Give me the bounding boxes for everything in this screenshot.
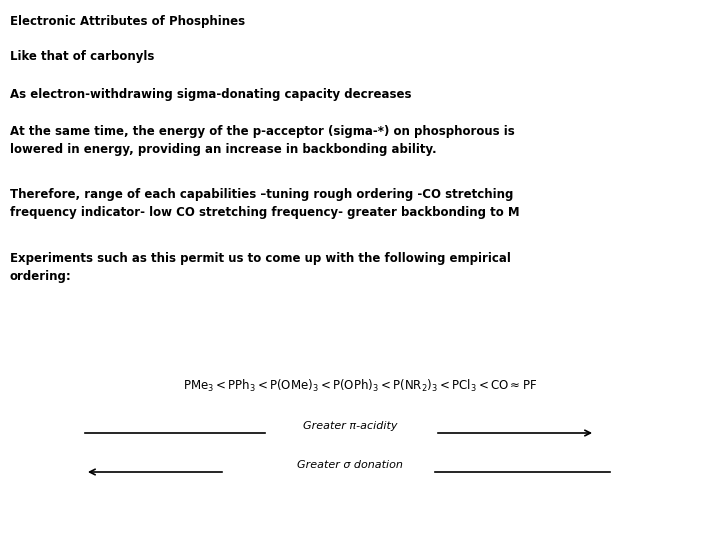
Text: Greater π-acidity: Greater π-acidity [302, 421, 397, 431]
Text: Greater σ donation: Greater σ donation [297, 460, 403, 470]
Text: Therefore, range of each capabilities –tuning rough ordering -CO stretching
freq: Therefore, range of each capabilities –t… [10, 188, 520, 219]
Text: $\mathrm{PMe_3 < PPh_3 < P(OMe)_3 < P(OPh)_3 < P(NR_2)_3 < PCl_3 < CO \approx PF: $\mathrm{PMe_3 < PPh_3 < P(OMe)_3 < P(OP… [183, 378, 537, 394]
Text: Experiments such as this permit us to come up with the following empirical
order: Experiments such as this permit us to co… [10, 252, 511, 283]
Text: As electron-withdrawing sigma-donating capacity decreases: As electron-withdrawing sigma-donating c… [10, 88, 412, 101]
Text: At the same time, the energy of the p-acceptor (sigma-*) on phosphorous is
lower: At the same time, the energy of the p-ac… [10, 125, 515, 156]
Text: Electronic Attributes of Phosphines: Electronic Attributes of Phosphines [10, 15, 245, 28]
Text: Like that of carbonyls: Like that of carbonyls [10, 50, 154, 63]
